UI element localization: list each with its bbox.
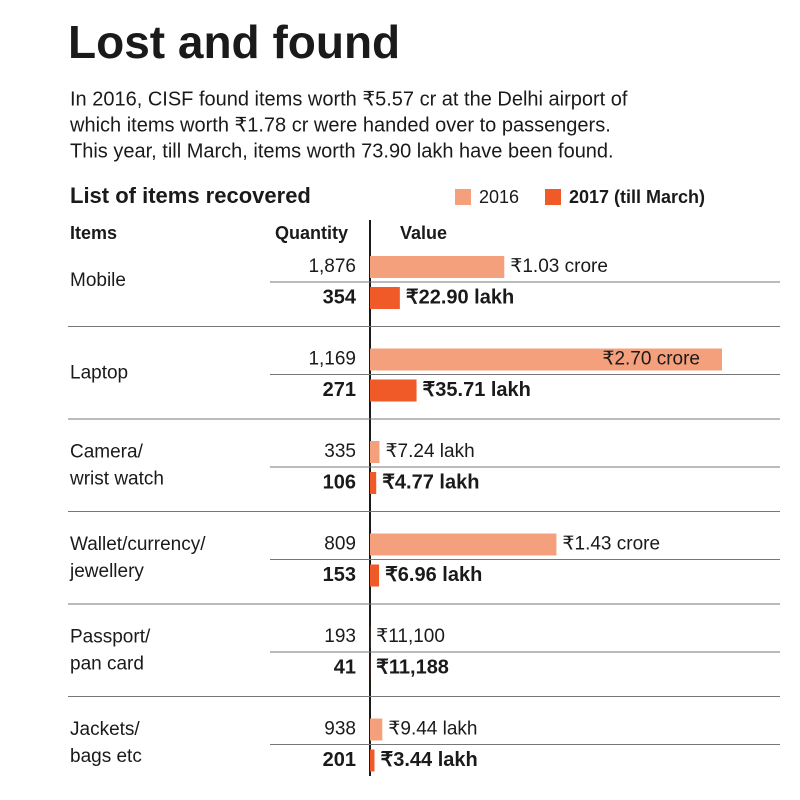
bar xyxy=(370,256,505,278)
quantity: 354 xyxy=(323,286,357,308)
legend-label: 2017 (till March) xyxy=(569,187,705,207)
category-label: Jackets/ xyxy=(70,719,140,740)
column-header: Items xyxy=(70,223,117,243)
category-label: Wallet/currency/ xyxy=(70,534,206,555)
category-label: pan card xyxy=(70,654,144,675)
bar xyxy=(370,379,417,402)
chart-title: Lost and found xyxy=(68,16,400,68)
quantity: 271 xyxy=(323,379,356,401)
value-label: ₹35.71 lakh xyxy=(423,379,531,401)
quantity: 809 xyxy=(324,534,356,555)
quantity: 106 xyxy=(323,471,356,493)
bar xyxy=(370,564,380,587)
quantity: 201 xyxy=(323,749,356,771)
category-label: Camera/ xyxy=(70,442,144,463)
value-label: ₹11,100 xyxy=(376,626,445,647)
value-label: ₹3.44 lakh xyxy=(380,749,477,771)
value-label: ₹11,188 xyxy=(376,656,449,678)
bar xyxy=(370,533,557,556)
quantity: 335 xyxy=(324,441,356,462)
section-title: List of items recovered xyxy=(70,183,311,208)
value-label: ₹7.24 lakh xyxy=(385,441,474,462)
value-label: ₹4.77 lakh xyxy=(382,471,479,493)
category-label: Passport/ xyxy=(70,627,151,648)
category-label: Mobile xyxy=(70,270,126,291)
quantity: 1,169 xyxy=(308,349,356,370)
quantity: 193 xyxy=(324,626,356,647)
quantity: 153 xyxy=(323,564,356,586)
category-label: jewellery xyxy=(69,561,144,582)
bar xyxy=(370,472,377,494)
subtitle: which items worth ₹1.78 cr were handed o… xyxy=(69,114,611,136)
bar xyxy=(370,348,722,371)
bar xyxy=(370,718,383,741)
value-label: ₹9.44 lakh xyxy=(388,719,477,740)
value-label: ₹22.90 lakh xyxy=(406,286,514,308)
quantity: 41 xyxy=(334,656,356,678)
column-header: Quantity xyxy=(275,223,348,243)
value-label: ₹6.96 lakh xyxy=(385,564,482,586)
subtitle: In 2016, CISF found items worth ₹5.57 cr… xyxy=(70,88,628,110)
value-label: ₹2.70 crore xyxy=(602,349,700,370)
subtitle: This year, till March, items worth 73.90… xyxy=(70,140,614,162)
value-label: ₹1.03 crore xyxy=(510,256,608,277)
quantity: 938 xyxy=(324,719,356,740)
category-label: Laptop xyxy=(70,363,128,384)
bar xyxy=(370,749,375,772)
bar xyxy=(370,287,400,309)
legend-swatch xyxy=(455,189,471,205)
legend-label: 2016 xyxy=(479,187,519,207)
bar xyxy=(370,441,380,463)
legend-swatch xyxy=(545,189,561,205)
category-label: wrist watch xyxy=(69,469,164,490)
quantity: 1,876 xyxy=(308,256,356,277)
column-header: Value xyxy=(400,223,447,243)
value-label: ₹1.43 crore xyxy=(562,534,660,555)
category-label: bags etc xyxy=(70,746,142,767)
